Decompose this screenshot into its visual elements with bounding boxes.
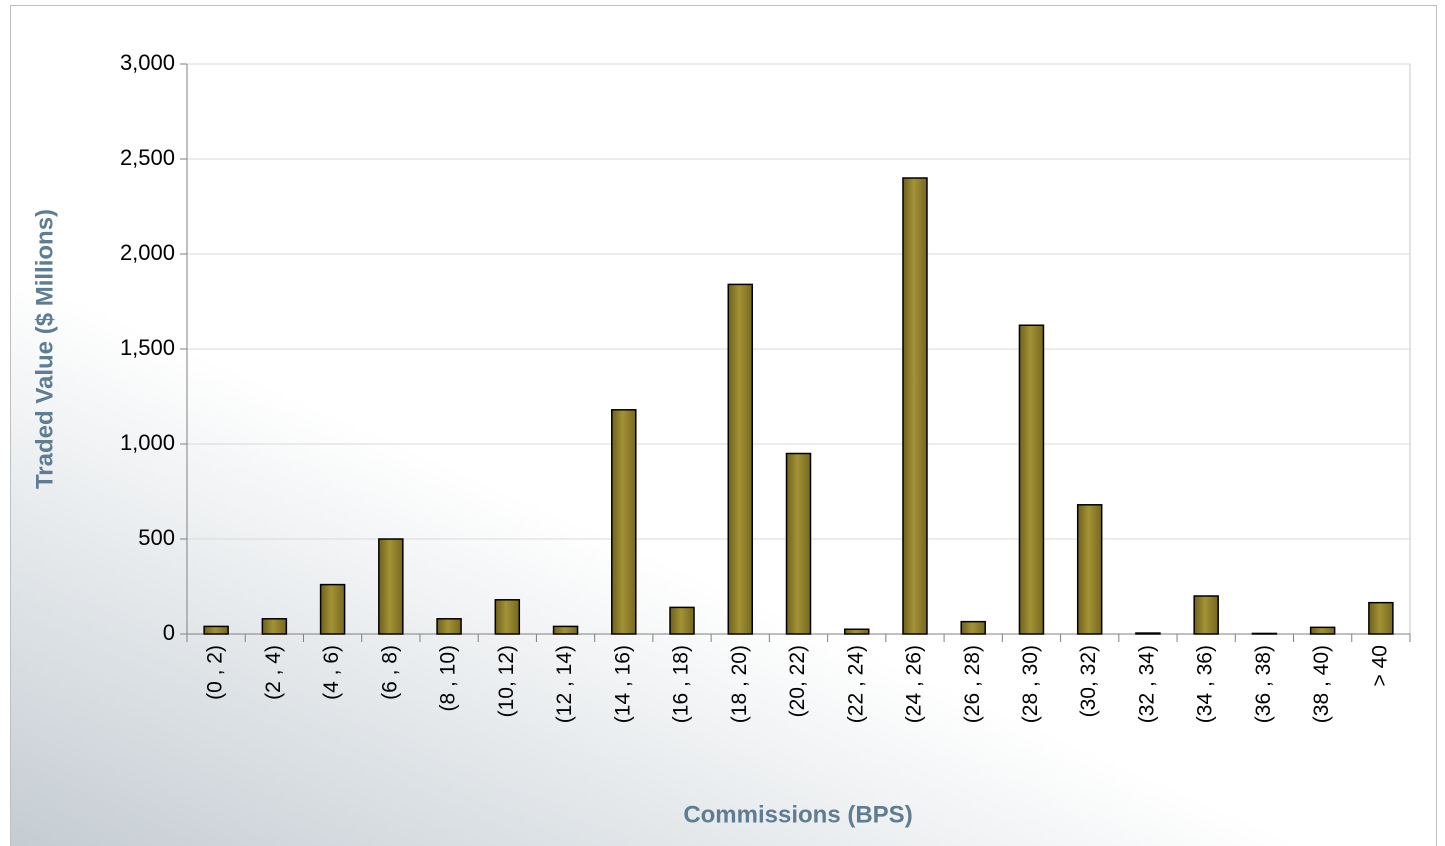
x-tick-label: (26 , 28) bbox=[961, 645, 984, 723]
x-tick-label: (10, 12) bbox=[495, 645, 518, 717]
y-tick-label: 1,000 bbox=[120, 430, 175, 455]
bar bbox=[1309, 626, 1336, 635]
bar bbox=[319, 583, 346, 635]
x-tick-label: (34 , 36) bbox=[1194, 645, 1217, 723]
y-tick-label: 0 bbox=[163, 620, 175, 645]
bar bbox=[1251, 632, 1278, 635]
x-tick-label: (30, 32) bbox=[1077, 645, 1100, 717]
bar bbox=[494, 599, 521, 635]
y-axis-title: Traded Value ($ Millions) bbox=[31, 209, 58, 489]
x-tick-label: > 40 bbox=[1368, 645, 1391, 686]
chart-background bbox=[10, 5, 1437, 846]
y-tick-label: 1,500 bbox=[120, 335, 175, 360]
x-tick-label: (2 , 4) bbox=[262, 645, 285, 700]
x-tick-label: (38 , 40) bbox=[1310, 645, 1333, 723]
x-tick-label: (6 , 8) bbox=[378, 645, 401, 700]
x-tick-label: (16 , 18) bbox=[670, 645, 693, 723]
x-tick-label: (12 , 14) bbox=[553, 645, 576, 723]
bar bbox=[378, 538, 404, 635]
x-tick-label: (0 , 2) bbox=[204, 645, 227, 700]
x-tick-label: (14 , 16) bbox=[611, 645, 634, 723]
x-tick-label: (22 , 24) bbox=[844, 645, 867, 723]
bar bbox=[960, 620, 986, 635]
bar bbox=[727, 283, 754, 635]
y-tick-label: 2,000 bbox=[120, 240, 175, 265]
bar bbox=[261, 618, 288, 635]
bar bbox=[669, 606, 695, 635]
bar bbox=[1076, 504, 1103, 635]
y-tick-label: 500 bbox=[138, 525, 175, 550]
x-axis-title: Commissions (BPS) bbox=[683, 801, 912, 828]
y-tick-label: 2,500 bbox=[120, 145, 175, 170]
bar bbox=[1018, 324, 1045, 635]
x-tick-label: (28 , 30) bbox=[1019, 645, 1042, 723]
x-tick-label: (36 , 38) bbox=[1252, 645, 1275, 723]
bar bbox=[843, 628, 870, 635]
y-tick-label: 3,000 bbox=[120, 50, 175, 75]
bar bbox=[1368, 601, 1394, 635]
bar bbox=[552, 625, 579, 635]
x-tick-label: (24 , 26) bbox=[903, 645, 926, 723]
bar bbox=[436, 618, 462, 635]
bar bbox=[203, 625, 229, 635]
x-tick-label: (20, 22) bbox=[786, 645, 809, 717]
x-tick-label: (4 , 6) bbox=[320, 645, 343, 700]
bar bbox=[1135, 632, 1161, 635]
bar bbox=[1193, 595, 1219, 635]
x-tick-label: (8 , 10) bbox=[437, 645, 460, 712]
bar bbox=[611, 409, 637, 635]
x-tick-label: (32 , 34) bbox=[1135, 645, 1158, 723]
x-tick-label: (18 , 20) bbox=[728, 645, 751, 723]
bar bbox=[785, 452, 812, 635]
bar bbox=[902, 177, 928, 635]
